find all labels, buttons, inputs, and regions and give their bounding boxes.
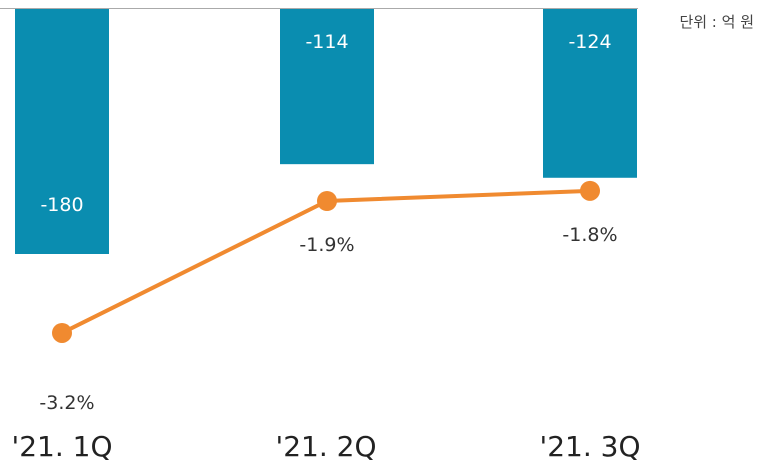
line-point-3 [580, 180, 600, 201]
line-point-2 [317, 191, 337, 211]
line-series [61, 188, 591, 335]
bar-value-label-3: -124 [568, 31, 611, 53]
line-value-label-1: -3.2% [39, 392, 94, 414]
x-tick-label-1: '21. 1Q [12, 430, 113, 463]
x-tick-label-3: '21. 3Q [540, 430, 641, 463]
bar-2 [280, 9, 374, 165]
x-tick-label-2: '21. 2Q [276, 430, 377, 463]
line-value-label-2: -1.9% [299, 234, 354, 256]
bar-3 [543, 9, 637, 178]
bar-1 [15, 9, 109, 254]
line-value-label-3: -1.8% [562, 224, 617, 246]
line-point-1 [52, 322, 72, 343]
unit-label: 단위 : 억 원 [679, 13, 754, 31]
bar-value-label-2: -114 [305, 31, 348, 53]
bar-value-label-1: -180 [40, 194, 83, 216]
